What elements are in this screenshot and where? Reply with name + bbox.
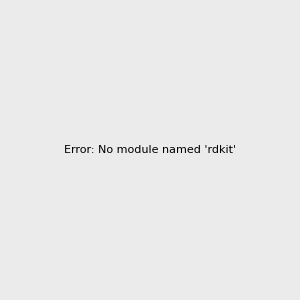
Text: Error: No module named 'rdkit': Error: No module named 'rdkit' xyxy=(64,145,236,155)
